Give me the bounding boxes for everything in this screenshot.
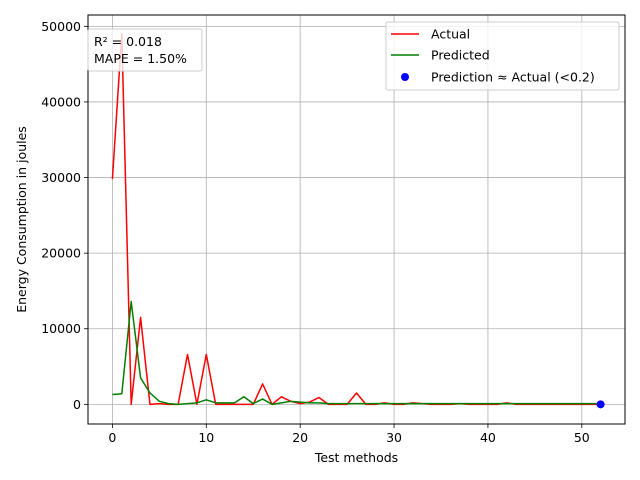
series-line-predicted — [112, 300, 601, 406]
x-tick-label: 40 — [480, 430, 496, 445]
stats-annotation: R² = 0.018 MAPE = 1.50% — [87, 28, 203, 72]
x-tick-label: 50 — [574, 430, 590, 445]
y-tick-label: 0 — [73, 397, 81, 412]
x-axis-label: Test methods — [314, 450, 398, 465]
y-tick-label: 10000 — [41, 321, 81, 336]
mape-text: MAPE = 1.50% — [94, 51, 187, 66]
y-tick-label: 20000 — [41, 246, 81, 261]
x-tick-label: 20 — [292, 430, 308, 445]
legend-label-match: Prediction ≈ Actual (<0.2) — [431, 70, 595, 85]
x-tick-label: 10 — [198, 430, 214, 445]
x-tick-label: 30 — [386, 430, 402, 445]
ticks: 0 10 20 30 40 50 0 10000 20000 30000 40000 50000 — [41, 19, 590, 445]
legend: Actual Predicted Prediction ≈ Actual (<0… — [385, 21, 620, 91]
y-axis-label: Energy Consumption in joules — [14, 126, 29, 313]
y-tick-label: 30000 — [41, 170, 81, 185]
legend-label-actual: Actual — [431, 27, 470, 42]
y-tick-label: 50000 — [41, 19, 81, 34]
legend-box — [385, 21, 620, 91]
plot-frame — [87, 14, 626, 425]
legend-label-predicted: Predicted — [431, 48, 490, 63]
y-tick-label: 40000 — [41, 94, 81, 109]
legend-swatch-match — [401, 73, 409, 81]
x-tick-label: 0 — [108, 430, 116, 445]
r-squared-text: R² = 0.018 — [94, 34, 162, 49]
match-point — [596, 400, 605, 409]
series-layer — [111, 33, 605, 409]
annotation-box — [87, 28, 203, 72]
